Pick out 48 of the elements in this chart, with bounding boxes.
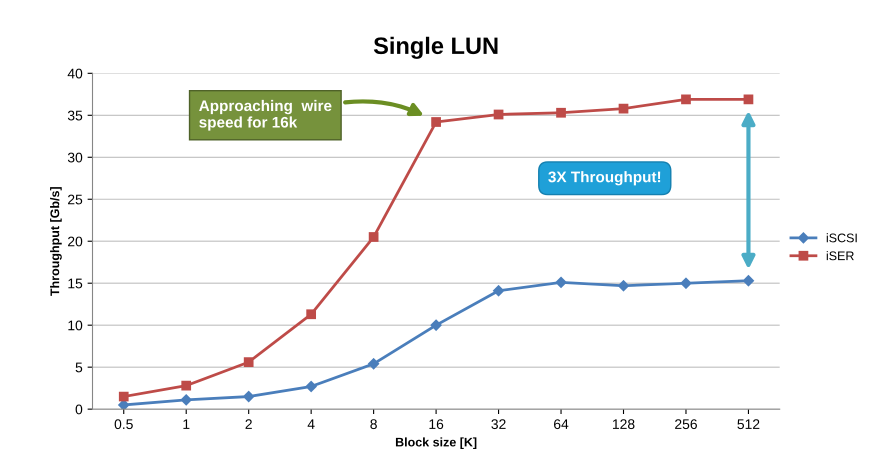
y-tick-label: 20 <box>68 236 82 246</box>
y-tick-label: 5 <box>76 362 82 372</box>
x-tick-label: 2 <box>246 419 252 429</box>
point <box>180 394 192 406</box>
y-tick-label: 10 <box>68 320 82 330</box>
x-tick-label: 8 <box>370 419 377 430</box>
point <box>118 392 129 402</box>
y-tick-label: 35 <box>68 110 82 120</box>
legend-label: iSCSI <box>826 233 857 242</box>
x-tick-label: 128 <box>612 419 634 430</box>
y-tick-label: 25 <box>68 194 82 204</box>
point <box>430 320 442 331</box>
y-tick-label: 40 <box>68 68 82 78</box>
point <box>680 278 692 289</box>
x-tick-label: 1 <box>183 419 190 429</box>
point <box>555 276 567 288</box>
point <box>181 380 192 390</box>
point <box>494 110 504 120</box>
point <box>306 380 317 392</box>
y-axis-title: Throughput [Gb/s] <box>50 187 62 296</box>
x-tick-label: 512 <box>737 419 760 430</box>
point <box>742 275 754 286</box>
x-tick-label: 0.5 <box>114 419 133 430</box>
annotation: 3X Throughput! <box>548 171 660 186</box>
point <box>243 390 254 402</box>
point <box>618 280 630 292</box>
point <box>244 357 254 367</box>
point <box>368 232 378 242</box>
chart-title: Single LUN <box>374 36 498 59</box>
x-tick-label: 16 <box>429 419 444 430</box>
legend-label: iSER <box>826 251 854 260</box>
point <box>492 285 504 296</box>
point <box>681 94 691 104</box>
y-tick-label: 0 <box>76 404 82 414</box>
point <box>306 309 316 320</box>
point <box>431 117 441 127</box>
point <box>368 358 380 370</box>
x-tick-label: 256 <box>675 419 697 430</box>
point <box>556 108 566 118</box>
y-tick-label: 15 <box>68 278 82 288</box>
x-tick-label: 4 <box>308 419 315 429</box>
y-tick-label: 30 <box>68 152 82 162</box>
x-tick-label: 64 <box>554 419 568 430</box>
point <box>744 94 754 104</box>
x-tick-label: 32 <box>491 419 506 430</box>
point <box>618 104 628 114</box>
x-axis-title: Block size [K] <box>396 437 476 450</box>
annotation: Approaching wire speed for 16k <box>199 100 332 131</box>
